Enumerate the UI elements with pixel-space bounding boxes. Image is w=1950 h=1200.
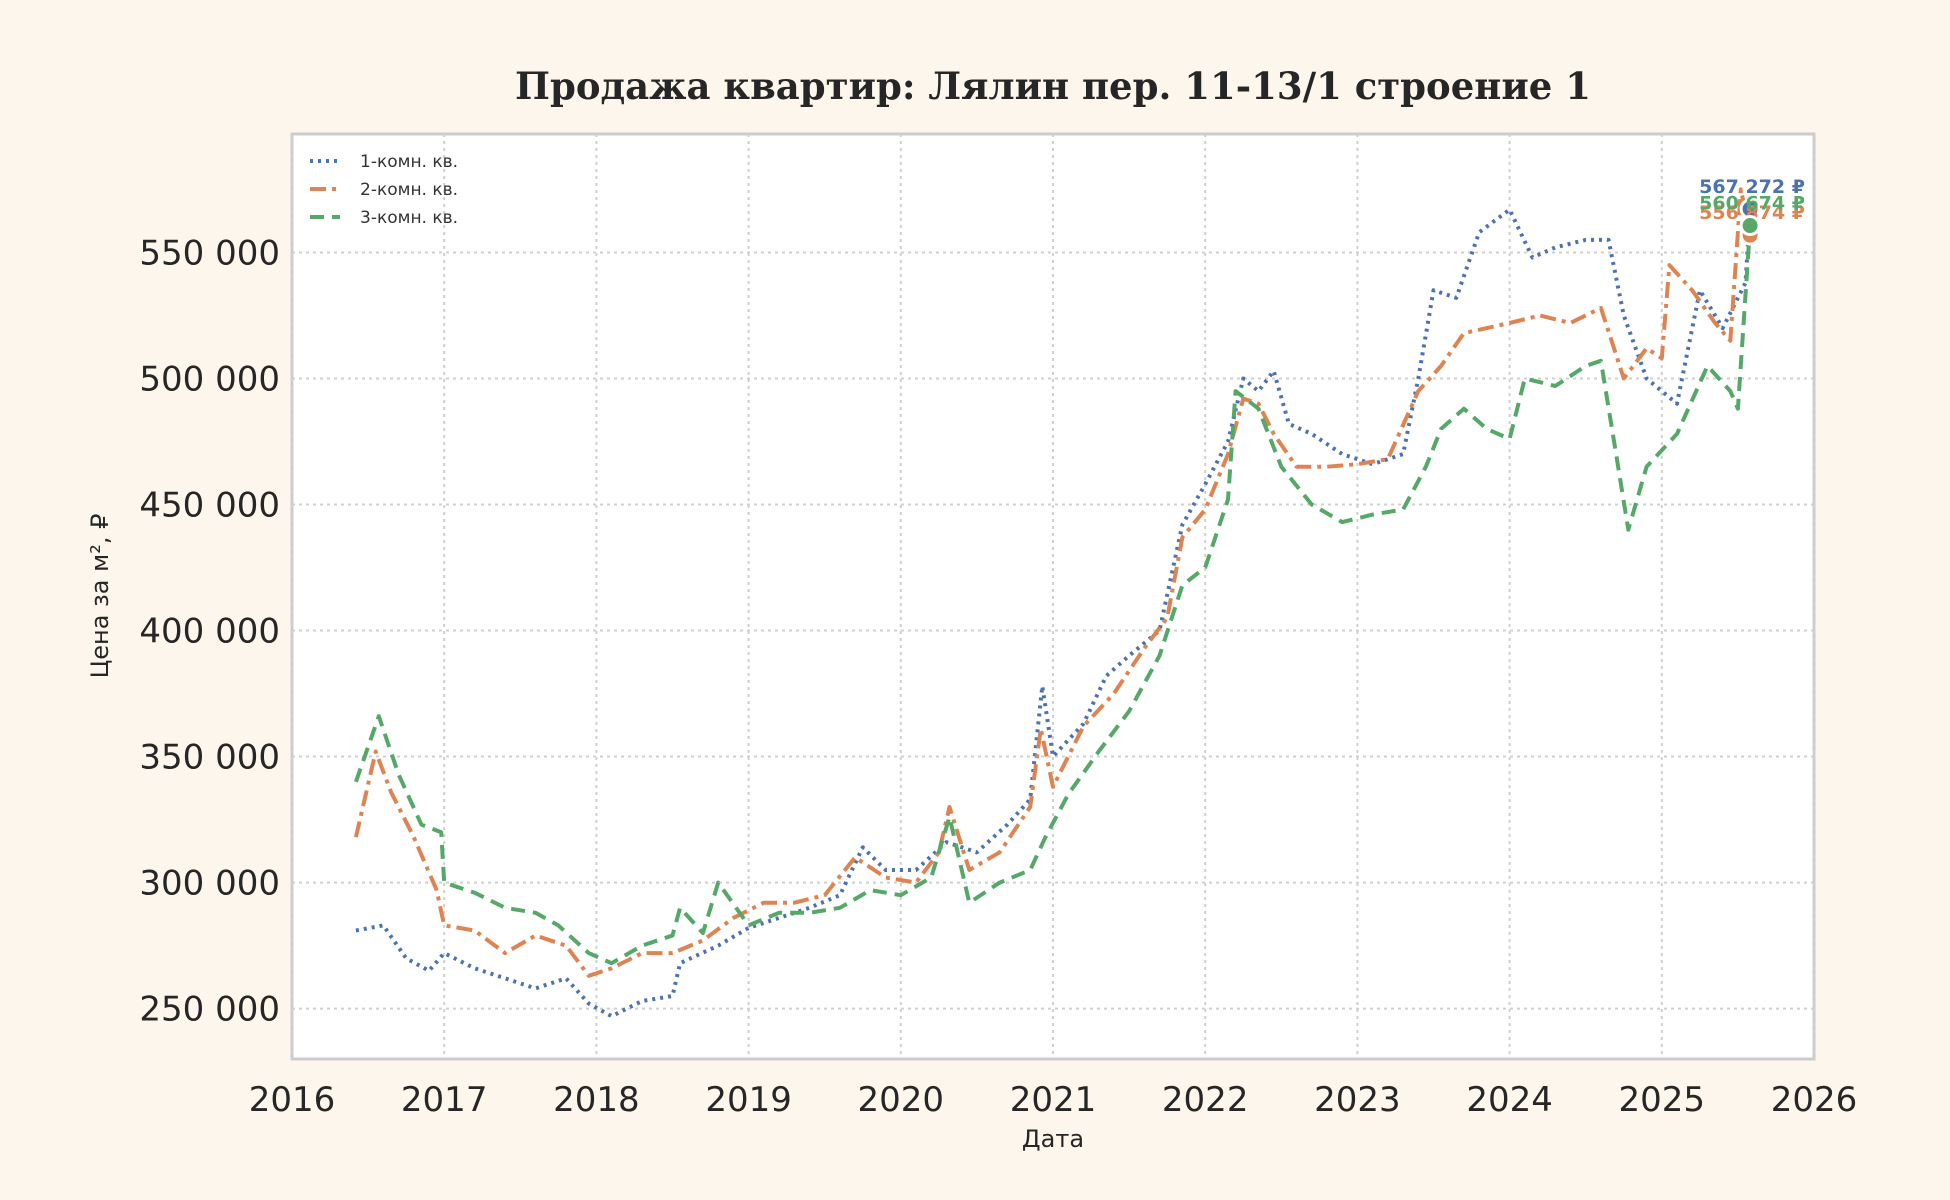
series-end-label-1: 567 272 ₽	[1699, 176, 1805, 198]
x-tick-label: 2026	[1771, 1080, 1858, 1120]
y-axis-label: Цена за м², ₽	[86, 514, 114, 679]
x-tick-label: 2022	[1162, 1080, 1249, 1120]
series-line-1	[355, 207, 1753, 1019]
y-tick-label: 300 000	[139, 864, 280, 904]
x-tick-label: 2024	[1466, 1080, 1553, 1120]
series-end-label-3: 560 674 ₽	[1699, 193, 1805, 215]
legend-label-1: 1-комн. кв.	[360, 152, 458, 172]
x-tick-label: 2025	[1619, 1080, 1706, 1120]
chart-title: Продажа квартир: Лялин пер. 11-13/1 стро…	[515, 64, 1591, 108]
y-tick-labels: 250 000 300 000 350 000 400 000 450 000 500 0…	[139, 233, 280, 1029]
x-tick-label: 2016	[249, 1080, 336, 1120]
y-tick-label: 500 000	[139, 359, 280, 399]
series-line-3	[354, 225, 1753, 966]
legend: 1-комн. кв. 2-комн. кв. 3-комн. кв.	[310, 152, 458, 228]
y-tick-label: 400 000	[139, 612, 280, 652]
x-axis-label: Дата	[1022, 1125, 1084, 1153]
y-tick-label: 250 000	[139, 990, 280, 1030]
x-tick-label: 2017	[401, 1080, 488, 1120]
y-tick-label: 550 000	[139, 233, 280, 273]
x-tick-label: 2020	[858, 1080, 945, 1120]
series-end-marker-3	[1739, 215, 1761, 237]
x-tick-label: 2019	[705, 1080, 792, 1120]
series-lines	[353, 187, 1753, 1019]
y-tick-label: 350 000	[139, 738, 280, 778]
y-tick-label: 450 000	[139, 486, 280, 526]
x-tick-label: 2023	[1314, 1080, 1401, 1120]
legend-label-2: 2-комн. кв.	[360, 180, 458, 200]
grid-lines	[291, 134, 1815, 1059]
x-tick-label: 2021	[1010, 1080, 1097, 1120]
x-tick-labels: 2016 2017 2018 2019 2020 2021 2022 2023 2024 2025…	[249, 1080, 1858, 1120]
series-line-2	[353, 187, 1753, 978]
legend-label-3: 3-комн. кв.	[360, 208, 458, 228]
x-tick-label: 2018	[553, 1080, 640, 1120]
end-markers: 567 272 ₽ 556 874 ₽560 674 ₽	[1699, 176, 1805, 246]
series-end-label-2: 556 874 ₽	[1699, 202, 1805, 224]
